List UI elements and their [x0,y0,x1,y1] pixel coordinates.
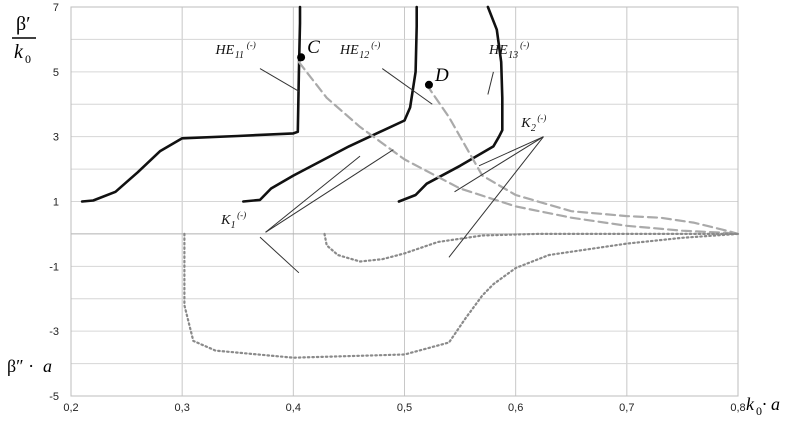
annotation-sup: (-) [371,40,380,50]
point-label-C: C [307,37,320,58]
y-axis-label-top: β′ k 0 [12,13,36,66]
annotation-leader [265,155,361,233]
x-tick-label: 0,3 [175,402,190,414]
y-tick-label: -3 [49,326,59,338]
annotation-sup: (-) [247,40,256,50]
annotation-sub: 12 [359,50,369,61]
annotation-sup: (-) [237,210,246,220]
annotation-sup: (-) [520,40,529,50]
plot-frame [70,6,739,397]
annotation-label-0: HE [215,43,235,58]
y-tick-label: 1 [53,197,59,209]
annotation-leader [454,136,544,193]
annotation-labels: HE 11(-) HE 12(-) HE 13(-)K 1(-)K 2(-) [215,40,547,231]
annotation-sub: 1 [231,220,236,231]
x-tick-label: 0,8 [730,402,745,414]
annotation-sub: 13 [508,50,518,61]
annotation-leader [259,68,300,92]
x-tick-label: 0,6 [508,402,523,414]
y-tick-label: 3 [53,132,59,144]
y-tick-label: -5 [49,391,59,403]
x-tick-label: 0,2 [63,402,78,414]
y-tick-label: 5 [53,67,59,79]
annotation-label-3: K [220,213,231,228]
annotation-leader [265,149,394,233]
ylabel-top-den-sub: 0 [25,52,31,66]
grid-lines [70,6,739,397]
annotation-label-4: K [520,116,531,131]
annotation-label-2: HE [488,43,508,58]
point-marker-C [297,53,306,62]
ylabel-bottom-var: a [43,356,52,376]
x-tick-label: 0,4 [286,402,301,414]
y-tick-label: 7 [53,2,59,14]
x-tick-label: 0,7 [619,402,634,414]
annotation-leader [448,136,544,258]
marked-points: CD [297,37,449,89]
ylabel-top-den: k [14,41,24,63]
annotation-label-1: HE [339,43,359,58]
annotation-sub: 2 [531,123,536,134]
y-axis-label-bottom: β″ · a [7,356,52,376]
annotation-leader [487,71,494,95]
point-marker-D [424,80,433,89]
x-axis-label: k 0 · a [746,394,780,418]
y-tick-label: -1 [49,261,59,273]
ylabel-top-num: β′ [16,13,31,35]
annotation-sup: (-) [537,113,546,123]
series-line-1 [242,5,418,203]
x-tick-label: 0,5 [397,402,412,414]
annotation-sub: 11 [235,50,244,61]
xlabel-rest: · a [762,394,780,414]
series-line-5 [183,232,740,359]
series-line-3 [297,61,740,235]
annotation-leader [478,136,544,167]
annotation-leaders [259,68,544,274]
ylabel-bottom-main: β″ · [7,356,34,376]
series-line-2 [397,5,504,203]
xlabel-main: k [746,394,755,414]
annotation-leader [259,236,300,274]
series-line-6 [323,232,740,263]
series-line-4 [425,83,740,235]
annotation-leader [381,68,433,105]
xlabel-sub: 0 [756,404,762,418]
point-label-D: D [434,65,449,86]
curves [80,5,740,359]
